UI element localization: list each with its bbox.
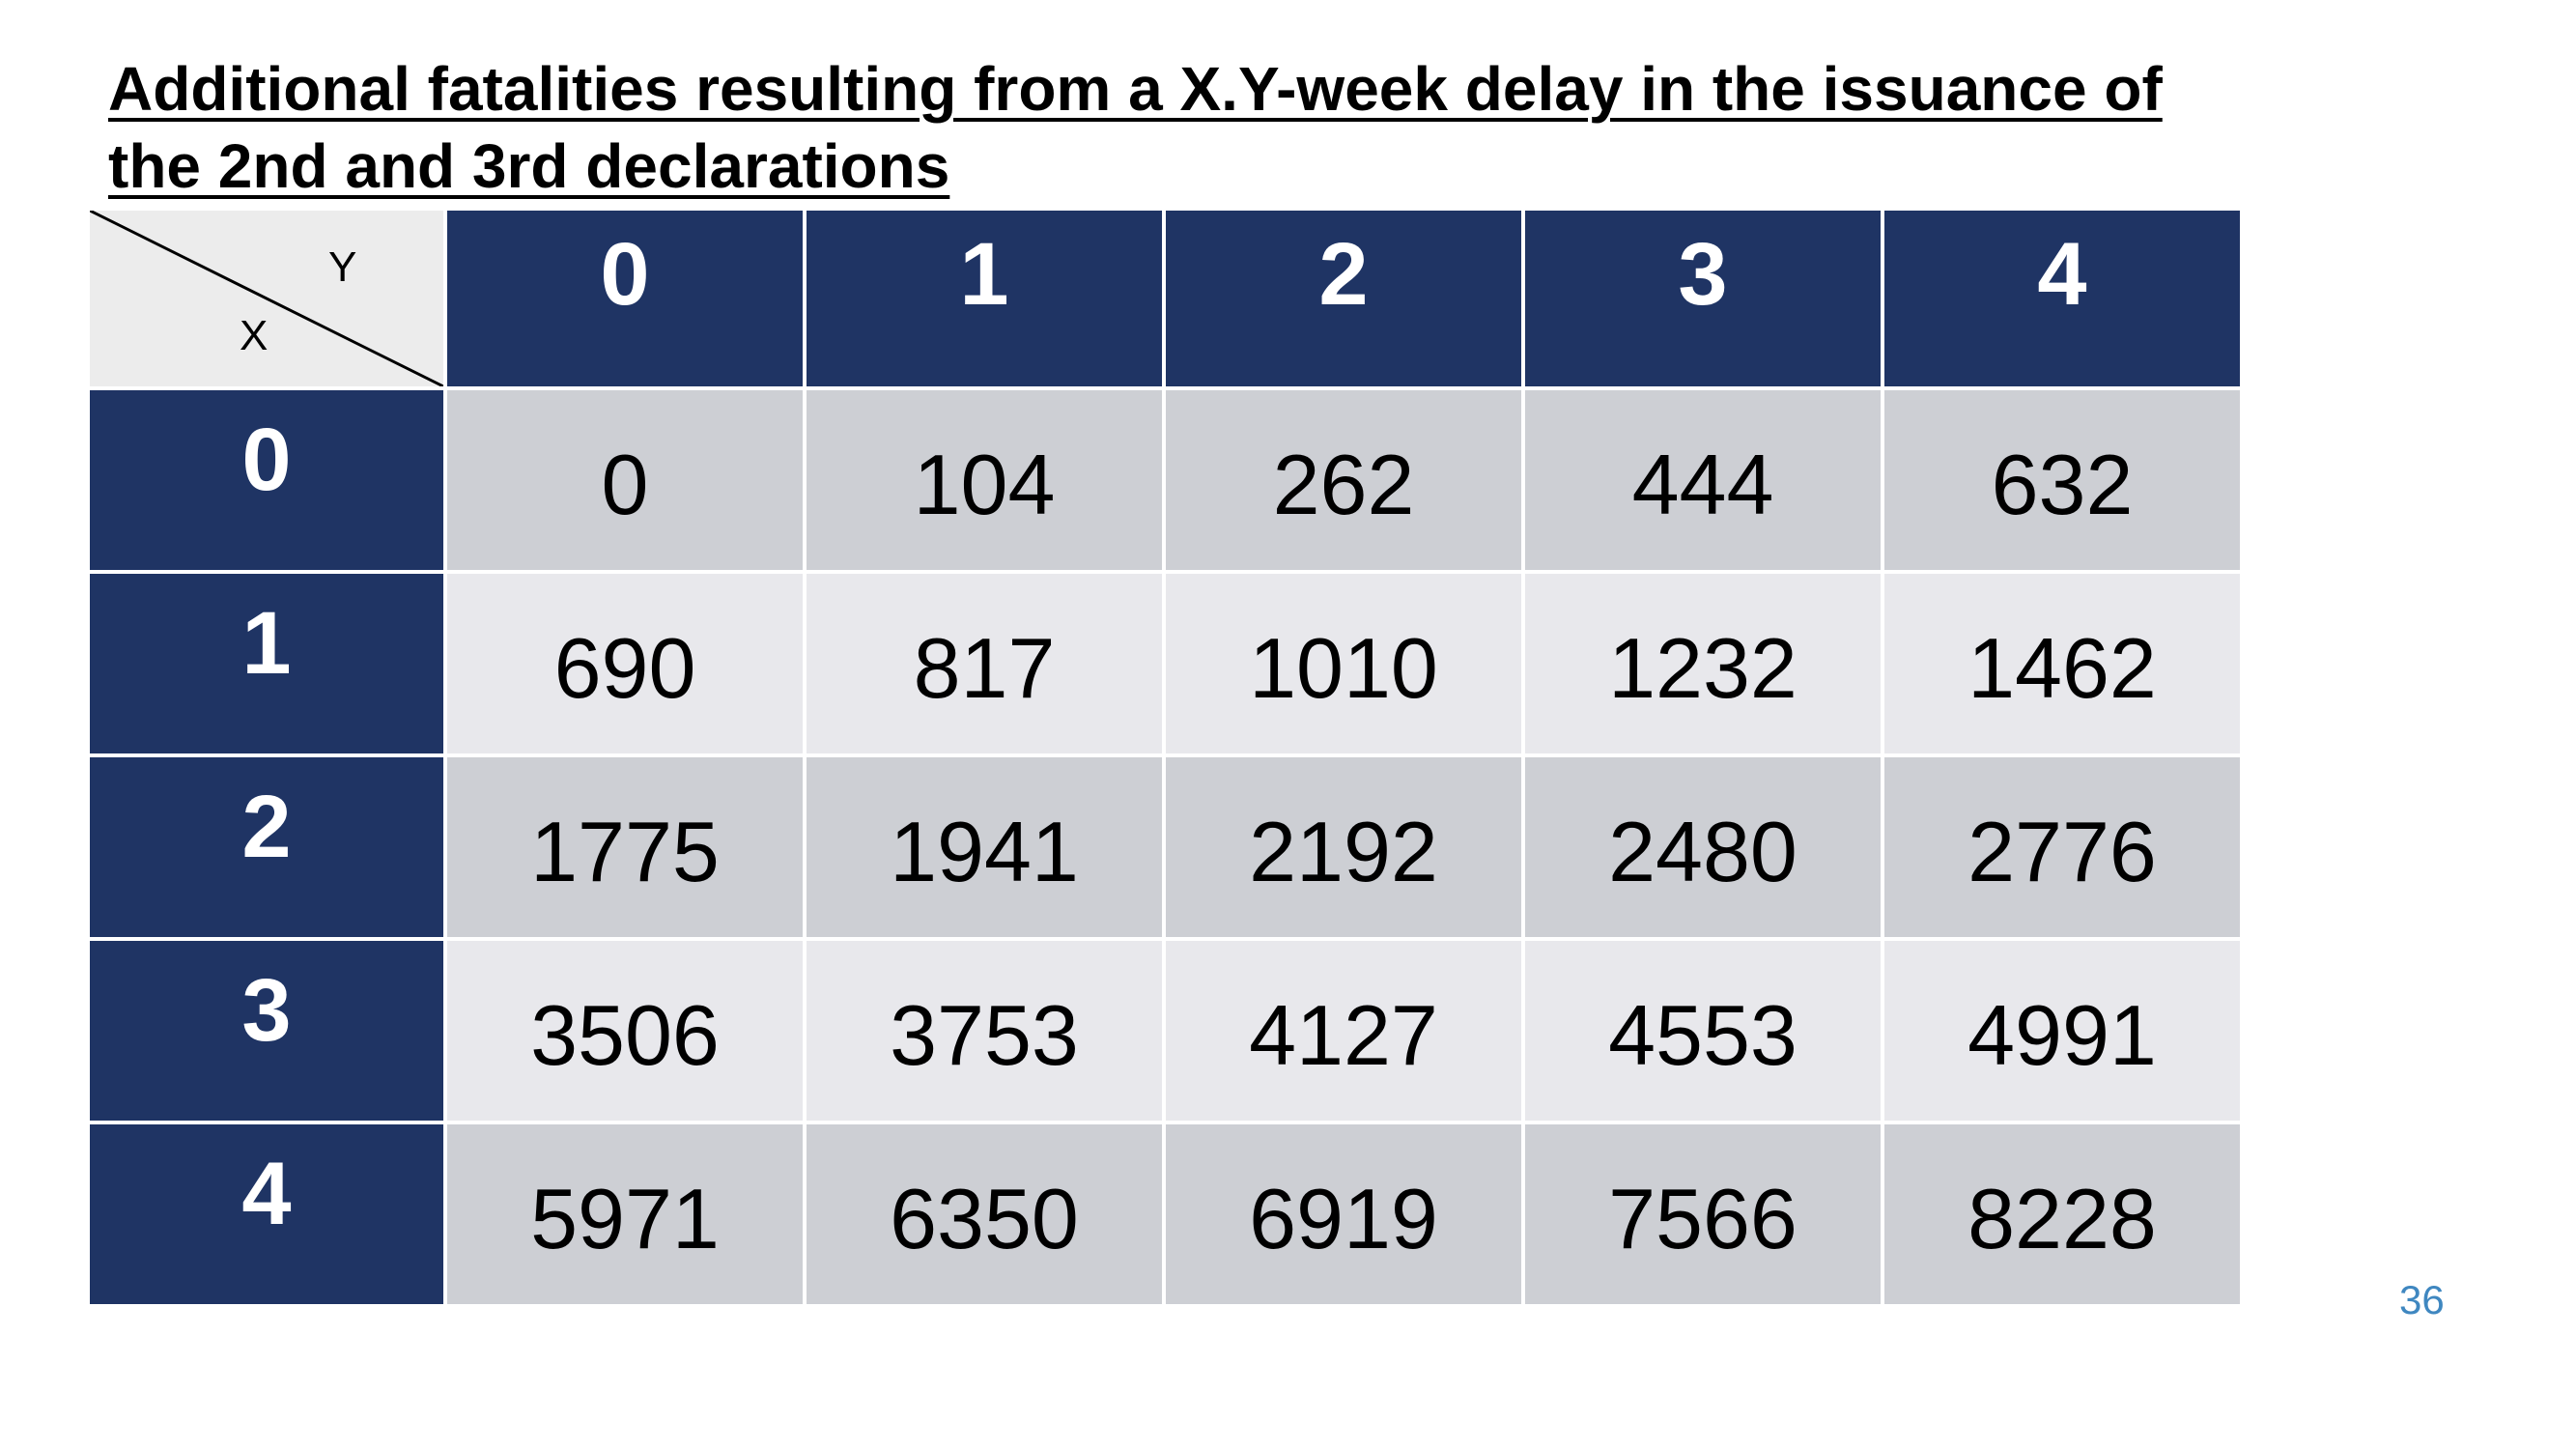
table-cell: 1462 [1884,574,2244,757]
row-header: 4 [90,1124,447,1308]
column-header: 2 [1166,211,1525,390]
table-cell: 6350 [807,1124,1166,1308]
fatalities-table: Y X 0 1 2 3 4 0 0 104 262 444 632 1 690 … [90,211,2244,1308]
page-number: 36 [2399,1277,2445,1322]
table-cell: 2776 [1884,757,2244,941]
table-cell: 4127 [1166,941,1525,1124]
table-cell: 444 [1525,390,1884,574]
table-cell: 1010 [1166,574,1525,757]
row-header: 1 [90,574,447,757]
table-cell: 2192 [1166,757,1525,941]
table-cell: 1775 [447,757,807,941]
table-cell: 1232 [1525,574,1884,757]
corner-y-label: Y [328,243,357,291]
column-header: 1 [807,211,1166,390]
table-cell: 104 [807,390,1166,574]
table-cell: 3506 [447,941,807,1124]
table-cell: 817 [807,574,1166,757]
table-cell: 632 [1884,390,2244,574]
row-header: 3 [90,941,447,1124]
slide-title: Additional fatalities resulting from a X… [108,50,2330,205]
table-cell: 4553 [1525,941,1884,1124]
column-header: 4 [1884,211,2244,390]
table-cell: 8228 [1884,1124,2244,1308]
table-cell: 7566 [1525,1124,1884,1308]
column-header: 3 [1525,211,1884,390]
row-header: 2 [90,757,447,941]
table-cell: 2480 [1525,757,1884,941]
title-line-1: Additional fatalities resulting from a X… [108,54,2163,124]
table-cell: 690 [447,574,807,757]
row-header: 0 [90,390,447,574]
table-cell: 4991 [1884,941,2244,1124]
table-cell: 3753 [807,941,1166,1124]
column-header: 0 [447,211,807,390]
table-cell: 5971 [447,1124,807,1308]
corner-x-label: X [240,312,269,359]
diagonal-line-icon [90,211,443,386]
table-cell: 0 [447,390,807,574]
table-cell: 262 [1166,390,1525,574]
table-cell: 1941 [807,757,1166,941]
title-line-2: the 2nd and 3rd declarations [108,131,950,201]
corner-cell: Y X [90,211,447,390]
table-cell: 6919 [1166,1124,1525,1308]
